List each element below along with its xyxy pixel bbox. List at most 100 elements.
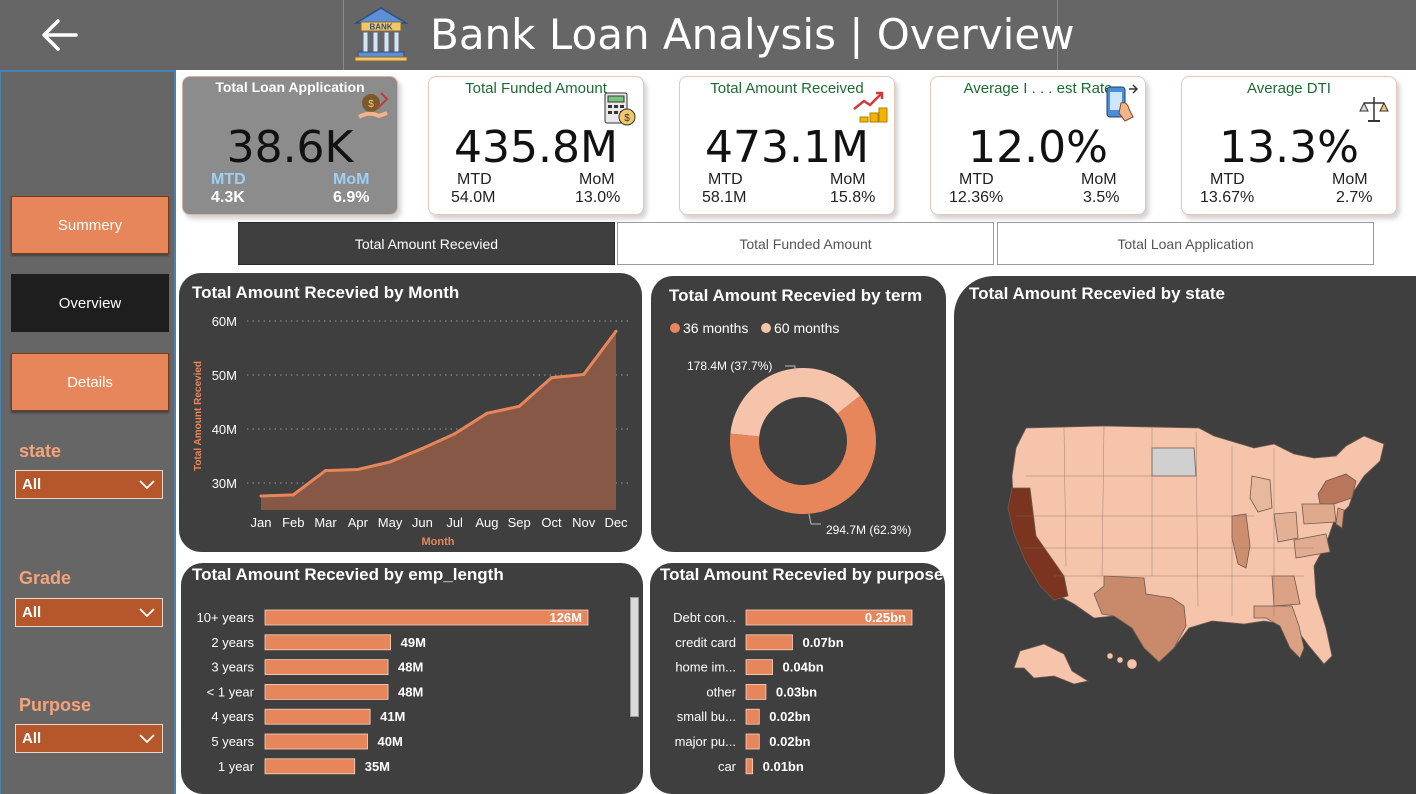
x-tick-label: Jul — [446, 515, 463, 530]
data-point[interactable] — [549, 376, 553, 380]
panel-amount-by-purpose: Total Amount Recevied by purpose Debt co… — [650, 563, 945, 794]
category-label: 1 year — [218, 759, 255, 774]
data-label: 48M — [398, 684, 423, 699]
kpi-mtd-label: MTD — [708, 171, 743, 188]
data-point[interactable] — [388, 460, 392, 464]
data-label: 48M — [398, 660, 423, 675]
tab-total-funded-amount[interactable]: Total Funded Amount — [617, 222, 994, 265]
data-point[interactable] — [324, 469, 328, 473]
bar[interactable] — [745, 758, 754, 775]
state-newjersey — [1335, 507, 1345, 529]
kpi-card-total-funded-amount: Total Funded Amount $ 435.8M MTD 54.0M M… — [428, 76, 644, 215]
panel-amount-by-state: Total Amount Recevied by state — [954, 276, 1416, 794]
data-point[interactable] — [614, 329, 618, 333]
series-line — [260, 330, 618, 498]
house-scale-icon — [1359, 97, 1389, 122]
bar[interactable] — [745, 708, 760, 725]
state-newyork — [1317, 473, 1357, 505]
kpi-mtd-label: MTD — [457, 171, 492, 188]
term-donut-chart: 36 months 60 months 178.4M (37.7%) 294.7M (… — [670, 320, 911, 537]
bar[interactable] — [745, 634, 793, 651]
chart-title: Total Amount Recevied by emp_length — [192, 565, 504, 584]
kpi-mtd-value: 54.0M — [451, 189, 496, 206]
kpi-mom-label: MoM — [830, 171, 866, 188]
grade-filter-select[interactable]: All — [15, 598, 163, 627]
page-title: Bank Loan Analysis | Overview — [430, 10, 1075, 59]
bar[interactable] — [745, 609, 913, 626]
data-label: 35M — [365, 759, 390, 774]
x-tick-label: May — [378, 515, 403, 530]
calculator-icon: $ — [604, 92, 636, 126]
x-tick-label: Aug — [475, 515, 498, 530]
nav-overview-button[interactable]: Overview — [11, 274, 169, 332]
kpi-card-total-amount-received: Total Amount Received 473.1M MTD 58.1M M… — [679, 76, 895, 215]
chart-title: Total Amount Recevied by purpose — [660, 565, 944, 584]
nav-details-button[interactable]: Details — [11, 353, 169, 411]
bar[interactable] — [264, 684, 389, 700]
legend-label[interactable]: 60 months — [774, 320, 839, 336]
bar[interactable] — [745, 659, 773, 675]
legend-label[interactable]: 36 months — [683, 320, 748, 336]
kpi-mom-value: 6.9% — [333, 189, 370, 206]
kpi-title: Average I . . . est Rate — [963, 80, 1113, 97]
purpose-filter-select[interactable]: All — [15, 724, 163, 753]
data-label: 0.02bn — [769, 709, 810, 724]
legend-marker — [761, 323, 771, 333]
bar[interactable] — [264, 708, 371, 725]
data-point[interactable] — [485, 411, 489, 415]
svg-text:$: $ — [624, 113, 630, 124]
data-point[interactable] — [453, 432, 457, 436]
data-point[interactable] — [356, 468, 360, 471]
data-point[interactable] — [291, 493, 295, 497]
y-tick-label: 50M — [212, 368, 237, 383]
tab-total-amount-received[interactable]: Total Amount Recevied — [238, 222, 615, 265]
kpi-mom-value: 15.8% — [830, 189, 876, 206]
state-pennsylvania — [1301, 503, 1337, 525]
category-label: 3 years — [211, 660, 254, 675]
state-filter-select[interactable]: All — [15, 470, 163, 499]
back-button[interactable] — [6, 4, 114, 66]
x-tick-label: Feb — [282, 515, 304, 530]
kpi-mtd-label: MTD — [1210, 171, 1245, 188]
data-point[interactable] — [420, 446, 424, 450]
kpi-mtd-label: MTD — [211, 171, 246, 188]
data-label: 0.25bn — [865, 610, 906, 625]
data-point[interactable] — [259, 494, 263, 498]
donut-slice[interactable] — [730, 368, 861, 437]
money-hand-icon: $ — [357, 92, 389, 119]
kpi-mom-label: MoM — [1081, 171, 1117, 188]
chevron-down-icon — [139, 480, 155, 490]
svg-text:BANK: BANK — [369, 23, 392, 32]
x-tick-label: Mar — [314, 515, 337, 530]
category-label: 2 years — [211, 635, 254, 650]
state-filter-label: state — [19, 441, 62, 461]
donut-slice[interactable] — [730, 395, 876, 514]
tab-total-loan-application[interactable]: Total Loan Application — [997, 222, 1374, 265]
nav-summary-button[interactable]: Summery — [11, 196, 169, 254]
kpi-mom-value: 3.5% — [1083, 189, 1120, 206]
bar[interactable] — [264, 758, 356, 775]
us-state-map[interactable] — [954, 276, 1416, 794]
kpi-title: Total Loan Application — [215, 79, 365, 95]
data-label: 49M — [401, 635, 426, 650]
bar[interactable] — [264, 659, 389, 675]
y-tick-label: 40M — [212, 422, 237, 437]
x-tick-label: Dec — [604, 515, 628, 530]
chart-title: Total Amount Recevied by term — [669, 286, 923, 305]
bar[interactable] — [264, 609, 589, 626]
kpi-mom-label: MoM — [333, 171, 370, 188]
data-point[interactable] — [582, 372, 586, 376]
bar[interactable] — [264, 733, 368, 750]
bar[interactable] — [745, 684, 767, 700]
category-label: car — [718, 759, 737, 774]
kpi-value: 473.1M — [705, 122, 869, 173]
bar[interactable] — [264, 634, 392, 651]
kpi-card-total-loan-application: Total Loan Application $ 38.6K MTD 4.3K … — [182, 76, 398, 215]
data-label: 0.02bn — [769, 734, 810, 749]
data-point[interactable] — [517, 404, 521, 408]
state-filter-value: All — [22, 476, 42, 493]
kpi-card-average-dti: Average DTI 13.3% MTD 13.67% MoM 2.7% — [1181, 76, 1397, 215]
bar[interactable] — [745, 733, 760, 750]
state-alaska — [1013, 643, 1090, 685]
scrollbar[interactable] — [630, 597, 639, 717]
